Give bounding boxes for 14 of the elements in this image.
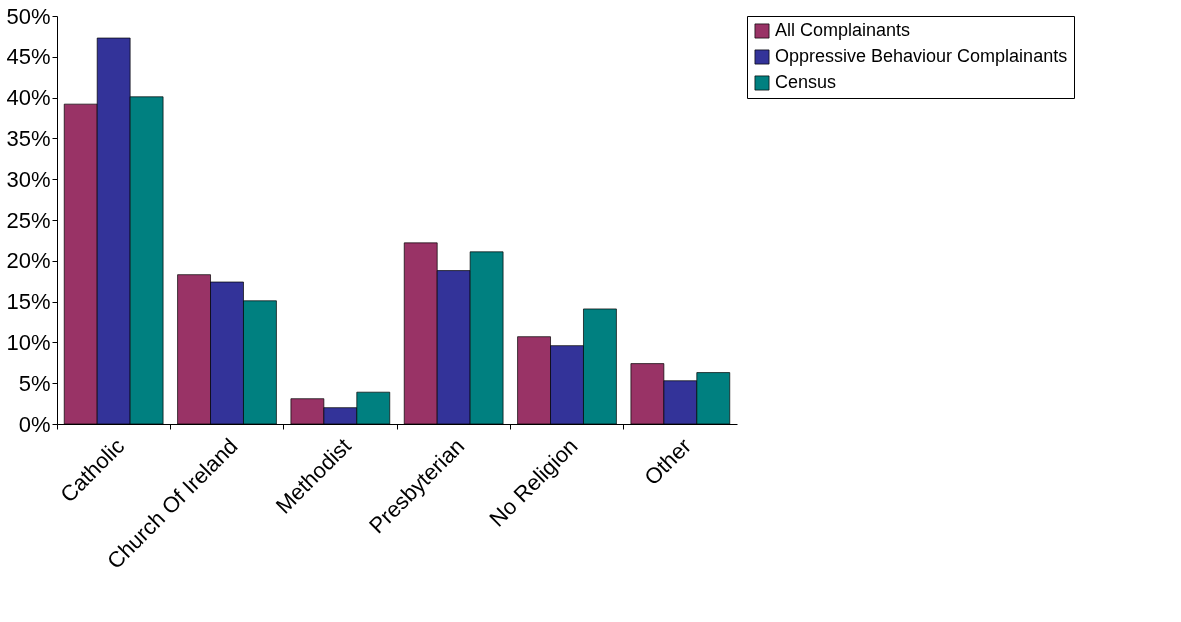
y-tick-label: 20% — [6, 248, 51, 274]
y-tick-label: 5% — [18, 370, 51, 396]
y-tick-label: 45% — [6, 44, 51, 70]
y-tick-label: 25% — [6, 207, 51, 233]
legend-label: All Complainants — [775, 20, 911, 40]
y-tick-label: 10% — [6, 329, 51, 355]
legend-label: Census — [775, 72, 837, 92]
legend-label: Oppressive Behaviour Complainants — [775, 46, 1068, 66]
y-tick-label: 35% — [6, 125, 51, 151]
y-tick-label: 30% — [6, 166, 51, 192]
y-tick-label: 0% — [18, 411, 51, 437]
y-tick-label: 40% — [6, 85, 51, 111]
y-tick-label: 50% — [6, 3, 51, 29]
y-tick-label: 15% — [6, 289, 51, 315]
